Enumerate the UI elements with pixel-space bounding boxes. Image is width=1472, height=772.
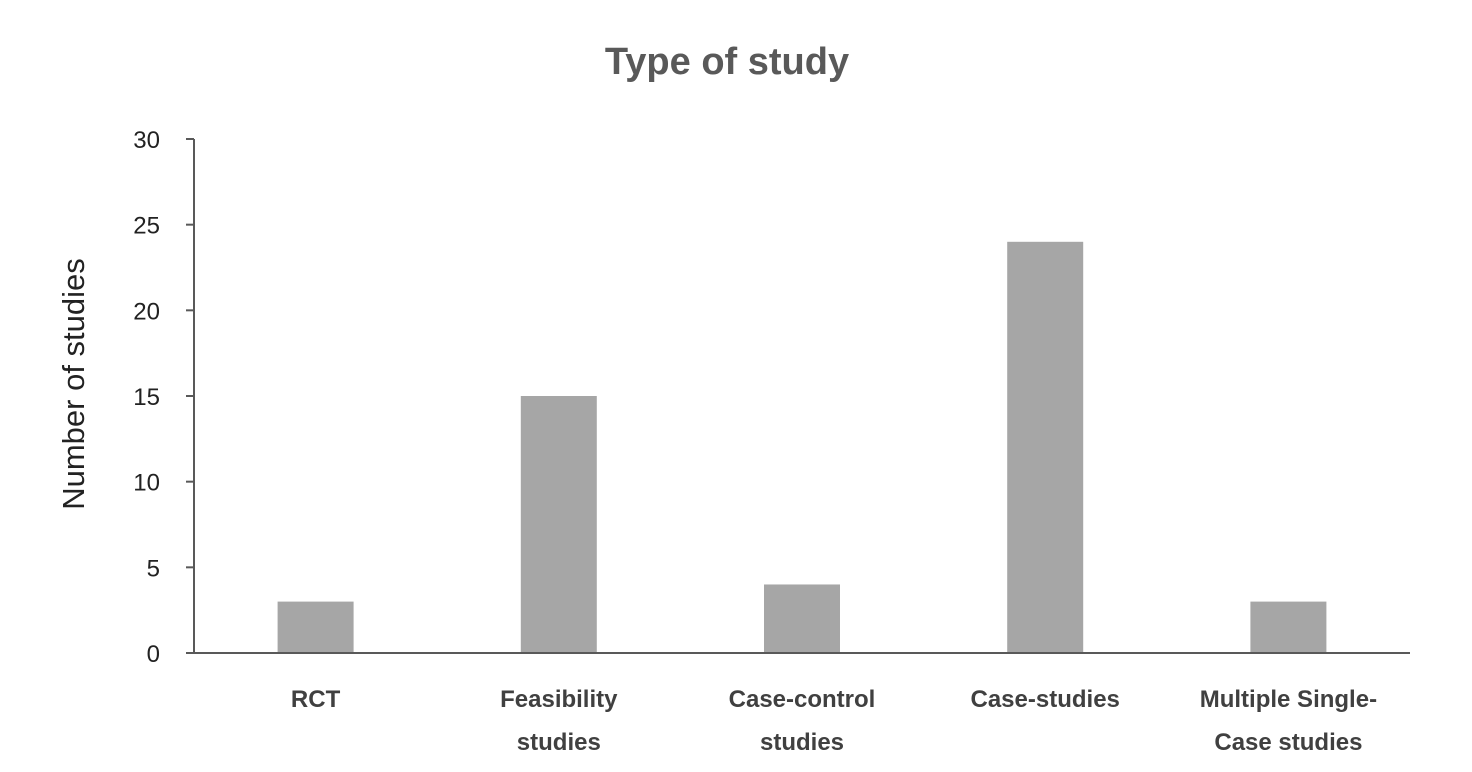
chart-title: Type of study: [605, 41, 849, 83]
y-axis-label: Number of studies: [56, 258, 91, 510]
y-tick-label: 10: [133, 470, 160, 497]
y-tick-label: 5: [147, 555, 160, 582]
x-tick-label: studies: [760, 729, 844, 756]
bar: [277, 601, 354, 653]
x-tick-label: Multiple Single-: [1200, 686, 1377, 713]
x-tick-label: studies: [517, 729, 601, 756]
y-tick-label: 30: [133, 127, 160, 154]
y-tick-label: 20: [133, 298, 160, 325]
x-tick-label: Case-control: [729, 686, 876, 713]
x-tick-label: RCT: [291, 686, 341, 713]
y-axis-ticks: 0 5 10 15 20 25 30: [133, 127, 194, 668]
y-tick-label: 25: [133, 213, 160, 240]
bar: [1250, 601, 1327, 653]
bar: [764, 584, 840, 653]
x-tick-label: Case studies: [1214, 729, 1362, 756]
y-tick-label: 0: [147, 641, 160, 668]
bar: [1007, 241, 1084, 654]
x-tick-label: Case-studies: [971, 686, 1120, 713]
y-tick-label: 15: [133, 384, 160, 411]
bars-group: [277, 241, 1327, 654]
x-tick-label: Feasibility: [500, 686, 618, 713]
x-axis-ticks: RCT Feasibility studies Case-control studies…: [291, 686, 1377, 756]
bar: [520, 396, 597, 653]
